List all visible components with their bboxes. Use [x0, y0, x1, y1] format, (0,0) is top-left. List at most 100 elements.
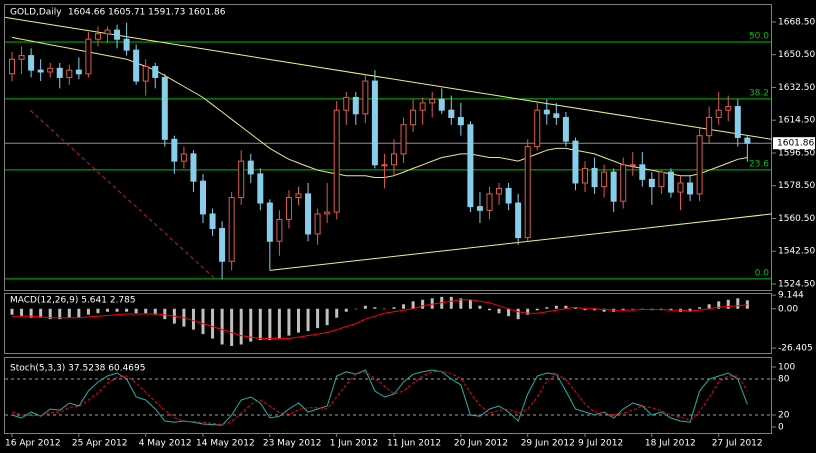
x-tick-label: 16 Apr 2012 — [5, 439, 61, 449]
candle-body — [228, 197, 235, 262]
macd-bar — [306, 308, 310, 332]
macd-bar — [106, 308, 109, 312]
y-tick-label: 1524.50 — [778, 279, 815, 289]
macd-bar — [631, 308, 635, 310]
macd-bar — [488, 308, 491, 311]
macd-bar — [688, 308, 692, 312]
macd-bar — [363, 305, 367, 309]
fib-label: 0.0 — [755, 268, 770, 278]
stoch-signal — [11, 370, 748, 426]
candle-body — [419, 102, 426, 111]
macd-bar — [430, 298, 434, 309]
candle-body — [620, 164, 627, 202]
candle-body — [85, 38, 92, 75]
candle-body — [190, 153, 197, 182]
macd-bar — [554, 305, 558, 309]
macd-bar — [602, 308, 606, 312]
macd-bar — [392, 307, 396, 309]
candle-body — [66, 69, 73, 78]
candle-body — [295, 193, 302, 199]
macd-bar — [344, 308, 348, 312]
macd-bar — [297, 308, 300, 333]
chart-title: GOLD,Daily — [10, 8, 62, 18]
macd-bar — [230, 308, 234, 346]
candle-body — [715, 109, 722, 118]
fib-label: 23.6 — [749, 159, 769, 169]
macd-bar — [593, 308, 597, 311]
candle-body — [553, 113, 560, 118]
candle-body — [400, 124, 407, 155]
candle-body — [410, 109, 417, 126]
macd-bar — [526, 308, 530, 315]
candle-body — [601, 171, 608, 188]
macd-bar — [163, 308, 167, 320]
candle-body — [371, 80, 378, 166]
macd-bar — [153, 308, 157, 315]
candle-body — [94, 33, 101, 40]
macd-bar — [220, 308, 224, 345]
macd-bar — [507, 308, 511, 317]
x-tick-label: 1 Jun 2012 — [330, 439, 378, 449]
macd-bar — [354, 308, 358, 310]
y-tick-label: 100 — [778, 363, 795, 373]
candle-body — [610, 171, 617, 202]
candle-body — [391, 153, 397, 166]
candle-body — [276, 218, 283, 242]
y-tick-label: 1542.50 — [778, 247, 815, 257]
macd-bar — [287, 308, 291, 336]
y-tick-label: 1596.50 — [778, 148, 815, 158]
macd-bar — [29, 308, 33, 318]
candle-body — [171, 138, 178, 162]
macd-bar — [144, 308, 148, 314]
macd-bar — [707, 304, 711, 309]
x-tick-label: 18 Jul 2012 — [645, 439, 696, 449]
candle-body — [266, 202, 273, 242]
candle-body — [9, 58, 15, 75]
candle-body — [572, 140, 579, 184]
macd-bar — [249, 308, 253, 342]
macd-title: MACD(12,26,9) 5.641 2.785 — [10, 296, 136, 306]
stoch-pane — [4, 357, 772, 434]
macd-bar — [335, 308, 339, 318]
candle-body — [381, 164, 388, 167]
x-tick-label: 27 Jul 2012 — [712, 439, 763, 449]
macd-bar — [268, 308, 272, 341]
macd-bar — [277, 308, 281, 339]
candle-body — [28, 55, 35, 71]
x-tick-label: 25 Apr 2012 — [72, 439, 128, 449]
candle-body — [562, 116, 569, 142]
x-tick-label: 14 May 2012 — [196, 439, 255, 449]
candle-body — [219, 227, 226, 262]
candle-body — [352, 96, 359, 115]
macd-bar — [258, 308, 262, 341]
candle-body — [457, 116, 464, 126]
candle-body — [200, 180, 206, 215]
macd-bar — [48, 308, 52, 320]
candle-body — [161, 76, 168, 140]
macd-bar — [58, 308, 62, 320]
candle-body — [734, 106, 741, 138]
x-tick-label: 11 Jun 2012 — [387, 439, 441, 449]
candle-body — [543, 109, 550, 115]
candle-body — [75, 69, 82, 75]
candle-body — [133, 49, 140, 82]
macd-pane — [4, 293, 772, 354]
x-tick-label: 20 Jun 2012 — [454, 439, 508, 449]
candle-body — [658, 171, 665, 188]
trendline — [4, 16, 773, 140]
macd-bar — [516, 308, 520, 320]
macd-bar — [411, 301, 415, 309]
x-tick-label: 9 Jul 2012 — [578, 439, 623, 449]
y-tick-label: 20 — [778, 411, 790, 421]
candle-body — [648, 178, 655, 188]
ohlc-text: 1604.66 1605.71 1591.73 1601.86 — [68, 8, 226, 18]
macd-bar — [382, 308, 386, 310]
x-tick-label: 29 Jun 2012 — [521, 439, 575, 449]
macd-bar — [478, 305, 482, 309]
candle-body — [333, 109, 340, 213]
last-price-box — [773, 137, 815, 150]
macd-bar — [669, 308, 673, 311]
candle-body — [486, 193, 493, 211]
candle-body — [305, 193, 312, 235]
